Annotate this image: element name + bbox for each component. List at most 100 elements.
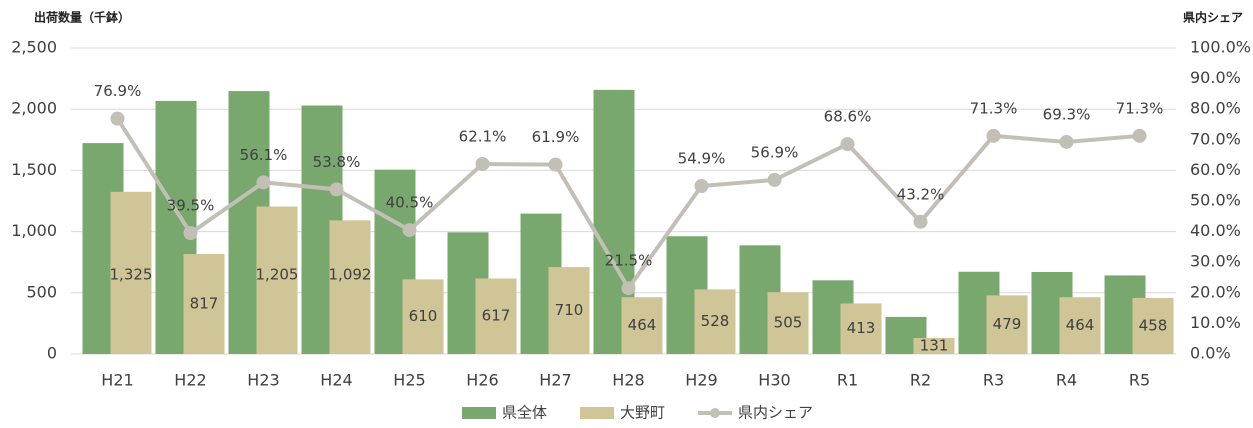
y-tick-label: 2,500 [11,38,57,57]
data-label: 53.8% [313,153,361,171]
data-label: 817 [190,294,219,312]
y2-tick-label: 60.0% [1190,160,1241,179]
y-tick-label: 500 [26,282,57,301]
legend-label: 大野町 [620,404,665,422]
line-point [183,226,198,241]
data-label: 68.6% [824,108,872,126]
data-label: 71.3% [1116,99,1164,117]
y2-tick-label: 100.0% [1190,38,1251,57]
y-tick-label: 0 [47,344,57,363]
x-tick-label: H29 [685,371,717,390]
y2-tick-label: 30.0% [1190,252,1241,271]
y2-tick-label: 0.0% [1190,344,1231,363]
legend-marker [710,408,720,418]
data-label: 528 [701,312,730,330]
bar [840,303,882,354]
data-label: 21.5% [605,252,653,270]
x-tick-label: H27 [539,371,571,390]
x-tick-label: R5 [1129,371,1150,390]
line-point [694,179,709,194]
y2-tick-label: 20.0% [1190,282,1241,301]
x-tick-label: H30 [758,371,790,390]
bar [256,206,298,354]
x-tick-label: H23 [247,371,279,390]
bar [913,337,955,354]
data-label: 413 [847,319,876,337]
line-point [767,172,782,187]
bar [110,191,152,354]
data-label: 56.9% [751,143,799,161]
x-tick-label: H28 [612,371,644,390]
data-label: 610 [409,307,438,325]
x-tick-label: R2 [910,371,931,390]
y-axis-title: 出荷数量（千鉢） [34,10,130,25]
data-label: 43.2% [897,185,945,203]
data-label: 76.9% [94,82,142,100]
bar [767,292,809,354]
line-point [913,214,928,229]
x-tick-label: H24 [320,371,352,390]
line-point [840,137,855,152]
y-tick-label: 2,000 [11,99,57,118]
data-label: 464 [1066,316,1095,334]
legend-label: 県内シェア [738,404,813,422]
data-label: 40.5% [386,194,434,212]
y2-tick-label: 50.0% [1190,191,1241,210]
data-label: 617 [482,307,511,325]
data-label: 71.3% [970,99,1018,117]
line-point [1132,128,1147,143]
x-tick-label: R4 [1056,371,1077,390]
bar [1059,297,1101,354]
bar [1132,297,1174,354]
data-label: 479 [993,315,1022,333]
bar [475,278,517,354]
legend-swatch [462,407,496,419]
x-tick-label: H21 [101,371,133,390]
line-point [986,128,1001,143]
data-label: 1,092 [329,266,372,284]
x-tick-label: R3 [983,371,1004,390]
bar [694,289,736,354]
bar [183,253,225,354]
data-label: 54.9% [678,150,726,168]
line-point [402,223,417,238]
line-point [475,156,490,171]
data-label: 710 [555,301,584,319]
data-label: 505 [774,314,803,332]
x-tick-label: H25 [393,371,425,390]
bar [621,297,663,354]
line-point [329,182,344,197]
data-label: 62.1% [459,127,507,145]
x-tick-label: R1 [837,371,858,390]
bar [986,295,1028,354]
data-label: 458 [1139,316,1168,334]
y2-tick-label: 80.0% [1190,99,1241,118]
y-tick-label: 1,000 [11,221,57,240]
legend-swatch [580,407,614,419]
line-point [548,157,563,172]
data-label: 131 [920,336,949,354]
line-point [621,281,636,296]
y2-tick-label: 70.0% [1190,129,1241,148]
line-point [1059,134,1074,149]
data-label: 464 [628,316,657,334]
x-tick-label: H26 [466,371,498,390]
data-label: 56.1% [240,146,288,164]
bar [402,279,444,354]
y2-tick-label: 10.0% [1190,313,1241,332]
legend-label: 県全体 [502,404,547,422]
y2-tick-label: 90.0% [1190,68,1241,87]
line-point [256,175,271,190]
data-label: 1,205 [256,266,299,284]
bar [548,267,590,354]
data-label: 39.5% [167,197,215,215]
y2-axis-title: 県内シェア [1183,10,1243,25]
y-tick-label: 1,500 [11,160,57,179]
data-label: 1,325 [110,266,153,284]
line-point [110,111,125,126]
data-label: 69.3% [1043,105,1091,123]
x-tick-label: H22 [174,371,206,390]
data-label: 61.9% [532,128,580,146]
y2-tick-label: 40.0% [1190,221,1241,240]
